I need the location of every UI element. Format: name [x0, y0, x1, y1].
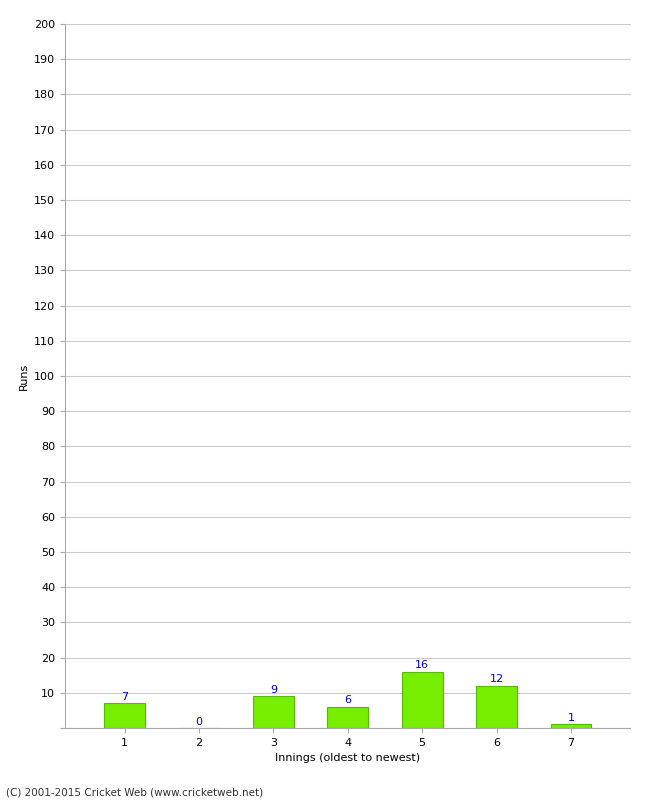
Text: 9: 9 [270, 685, 277, 694]
Text: 6: 6 [344, 695, 351, 705]
Bar [104, 703, 145, 728]
Text: 16: 16 [415, 660, 429, 670]
Bar [328, 707, 368, 728]
Y-axis label: Runs: Runs [19, 362, 29, 390]
Bar [476, 686, 517, 728]
Bar [402, 672, 443, 728]
Text: 12: 12 [489, 674, 504, 684]
Bar [253, 696, 294, 728]
Bar [551, 725, 592, 728]
Text: 1: 1 [567, 713, 575, 722]
X-axis label: Innings (oldest to newest): Innings (oldest to newest) [275, 754, 421, 763]
Text: 7: 7 [121, 691, 128, 702]
Text: (C) 2001-2015 Cricket Web (www.cricketweb.net): (C) 2001-2015 Cricket Web (www.cricketwe… [6, 787, 264, 798]
Text: 0: 0 [196, 717, 202, 726]
